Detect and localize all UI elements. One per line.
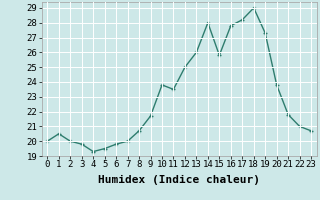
X-axis label: Humidex (Indice chaleur): Humidex (Indice chaleur): [98, 175, 260, 185]
